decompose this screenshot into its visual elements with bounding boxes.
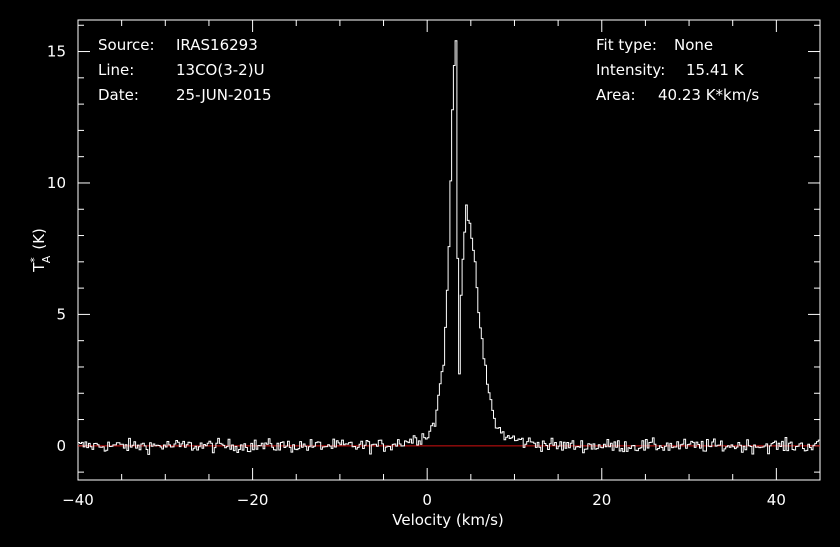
line-label: Line:	[98, 61, 134, 79]
source-value: IRAS16293	[176, 36, 258, 54]
axis-ticks	[77, 20, 821, 480]
header-left: Source: IRAS16293 Line: 13CO(3-2)U Date:…	[98, 36, 272, 104]
x-tick-label: 0	[422, 491, 432, 509]
plot-frame	[77, 19, 821, 481]
line-value: 13CO(3-2)U	[176, 61, 265, 79]
x-tick-label: −40	[62, 491, 94, 509]
y-tick-label: 10	[47, 174, 66, 192]
area-label: Area:	[596, 86, 636, 104]
source-label: Source:	[98, 36, 155, 54]
x-tick-label: 40	[767, 491, 786, 509]
y-axis-label-sub: A	[40, 255, 53, 263]
date-value: 25-JUN-2015	[176, 86, 272, 104]
y-tick-label: 15	[47, 43, 66, 61]
fit-type-label: Fit type:	[596, 36, 657, 54]
y-tick-label: 0	[56, 437, 66, 455]
y-tick-label: 5	[56, 305, 66, 323]
intensity-label: Intensity:	[596, 61, 665, 79]
x-tick-label: −20	[237, 491, 269, 509]
fit-type-value: None	[674, 36, 713, 54]
area-value: 40.23 K*km/s	[658, 86, 759, 104]
svg-text:T*A(K): T*A (K)	[28, 228, 53, 273]
x-tick-label: 20	[592, 491, 611, 509]
tick-labels: −40 −20 0 20 40 0 5 10 15	[47, 43, 786, 509]
date-label: Date:	[98, 86, 139, 104]
header-right: Fit type: None Intensity: 15.41 K Area: …	[596, 36, 759, 104]
x-axis-label: Velocity (km/s)	[392, 511, 503, 529]
y-axis-label-symbol: T	[30, 262, 48, 273]
spectrum-series-line	[78, 40, 820, 455]
intensity-value: 15.41 K	[686, 61, 745, 79]
y-axis-label-unit: (K)	[30, 228, 48, 250]
y-axis-label-sup: *	[28, 257, 41, 263]
y-axis-label: T*A (K)	[28, 228, 53, 273]
